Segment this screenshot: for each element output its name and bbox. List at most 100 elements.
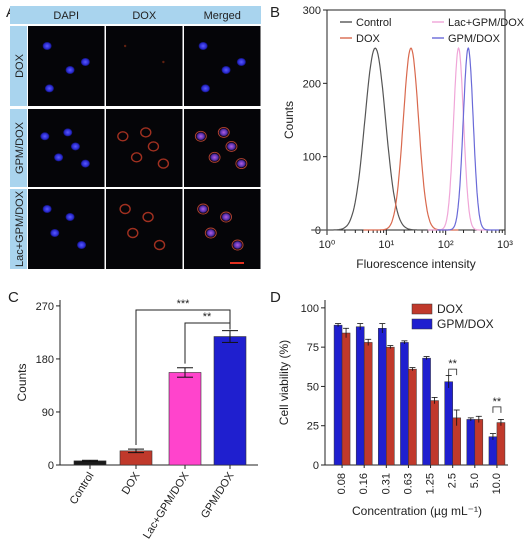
dox-signal <box>153 239 166 251</box>
panel-d-label: D <box>270 289 281 306</box>
dox-signal <box>140 127 152 138</box>
dox-signal <box>130 152 143 163</box>
nucleus <box>77 241 87 249</box>
dox-signal <box>208 151 221 163</box>
panel-b-chart: 0 100 200 300 10⁰ 10¹ 10² 10³ Fluorescence inten… <box>282 5 525 271</box>
panel-c-label: C <box>8 289 19 306</box>
bar-gpm-dox <box>488 436 498 466</box>
bar-dox <box>408 368 417 466</box>
nucleus <box>221 213 231 221</box>
dox-signal <box>235 158 248 170</box>
nucleus <box>206 229 216 237</box>
dox-signal <box>220 211 233 223</box>
significance-bracket <box>448 368 458 376</box>
x-axis-label: Fluorescence intensity <box>356 257 475 271</box>
y-tick-label: 75 <box>307 342 319 354</box>
x-tick-label: DOX <box>120 470 143 497</box>
x-tick-label: 10² <box>438 239 454 251</box>
x-tick-label: 10.0 <box>491 473 503 494</box>
micrograph-dox <box>106 26 183 106</box>
y-tick-label: 270 <box>36 301 54 313</box>
dox-signal <box>117 131 129 142</box>
nucleus <box>196 132 206 141</box>
y-tick-label: 0 <box>48 460 54 472</box>
micrograph-dapi <box>28 189 105 269</box>
y-tick-label: 100 <box>301 303 319 315</box>
x-tick-label: 0.31 <box>380 473 392 494</box>
series-line-dox <box>363 47 459 231</box>
legend-label: Control <box>356 17 391 29</box>
nucleus <box>80 159 90 168</box>
x-tick-label: 0.63 <box>402 473 414 494</box>
bar-gpm-dox <box>400 342 409 466</box>
x-tick-label: 10³ <box>497 239 513 251</box>
x-tick-label: 2.5 <box>447 473 459 488</box>
y-tick-label: 100 <box>303 152 321 164</box>
micrograph-merged <box>184 26 261 106</box>
nucleus <box>80 58 90 66</box>
row-header-bg <box>10 189 27 269</box>
micrograph-merged <box>184 109 261 187</box>
bar-gpm-dox <box>355 326 365 466</box>
nucleus <box>42 42 52 50</box>
legend-label: DOX <box>356 33 381 45</box>
panel-d-chart: 0 25 50 75 100 Cell viability (%) Concentratio… <box>277 300 508 518</box>
nucleus <box>233 241 243 249</box>
dox-signal <box>162 60 165 64</box>
panel-a-header-bg <box>10 6 261 24</box>
legend-swatch <box>411 318 433 330</box>
dox-signal <box>225 140 238 152</box>
significance-mark: ** <box>448 358 457 370</box>
nucleus <box>42 205 52 213</box>
dox-signal <box>119 203 131 215</box>
nucleus <box>226 142 236 151</box>
y-tick-label: 90 <box>42 407 54 419</box>
x-tick-label: 5.0 <box>469 473 481 488</box>
legend-label: GPM/DOX <box>437 317 494 331</box>
legend-label: GPM/DOX <box>448 33 501 45</box>
bar-dox <box>496 422 506 466</box>
panel-b-label: B <box>270 4 280 21</box>
panel-a: DAPI DOX Merged DOX GPM/DOX Lac+GPM/DOX <box>10 6 261 269</box>
x-tick-label: 10¹ <box>378 239 394 251</box>
nucleus <box>198 205 208 213</box>
nucleus <box>40 132 50 141</box>
row-header-gpm-dox: GPM/DOX <box>14 121 26 174</box>
x-tick-label: 0.16 <box>358 473 370 494</box>
bar-gpm-dox <box>213 336 247 466</box>
bar-gpm-dox <box>333 324 343 466</box>
x-tick-label: 0.08 <box>336 473 348 494</box>
micrograph-dox <box>106 109 183 187</box>
dox-signal <box>142 211 154 223</box>
panel-a-grid: DAPI DOX Merged DOX GPM/DOX Lac+GPM/DOX <box>10 10 261 269</box>
bar-lac-gpm-dox <box>168 372 202 466</box>
dox-signal <box>147 141 160 152</box>
y-axis-label: Counts <box>15 363 29 401</box>
bar-gpm-dox <box>466 419 476 466</box>
nucleus <box>63 128 73 137</box>
x-tick-label: Control <box>68 470 97 506</box>
x-tick-label: GPM/DOX <box>199 470 237 521</box>
significance-mark: *** <box>177 298 191 310</box>
significance-bracket <box>184 322 231 364</box>
x-tick-label: Lac+GPM/DOX <box>141 470 192 541</box>
row-header-bg <box>10 26 27 106</box>
bar-dox <box>363 342 373 466</box>
significance-mark: ** <box>493 396 502 408</box>
nucleus <box>50 229 60 237</box>
nucleus <box>70 142 80 151</box>
bar-dox <box>341 332 351 466</box>
bar-gpm-dox <box>422 357 431 466</box>
nucleus <box>236 58 246 66</box>
y-tick-label: 25 <box>307 421 319 433</box>
nucleus <box>198 42 208 50</box>
dox-signal <box>157 158 170 169</box>
x-tick-label: 1.25 <box>425 473 437 494</box>
y-axis-label: Cell viability (%) <box>277 340 291 425</box>
dox-signal <box>204 227 217 239</box>
legend-label: DOX <box>437 302 463 316</box>
bar-gpm-dox <box>444 381 453 466</box>
nucleus <box>219 128 229 137</box>
